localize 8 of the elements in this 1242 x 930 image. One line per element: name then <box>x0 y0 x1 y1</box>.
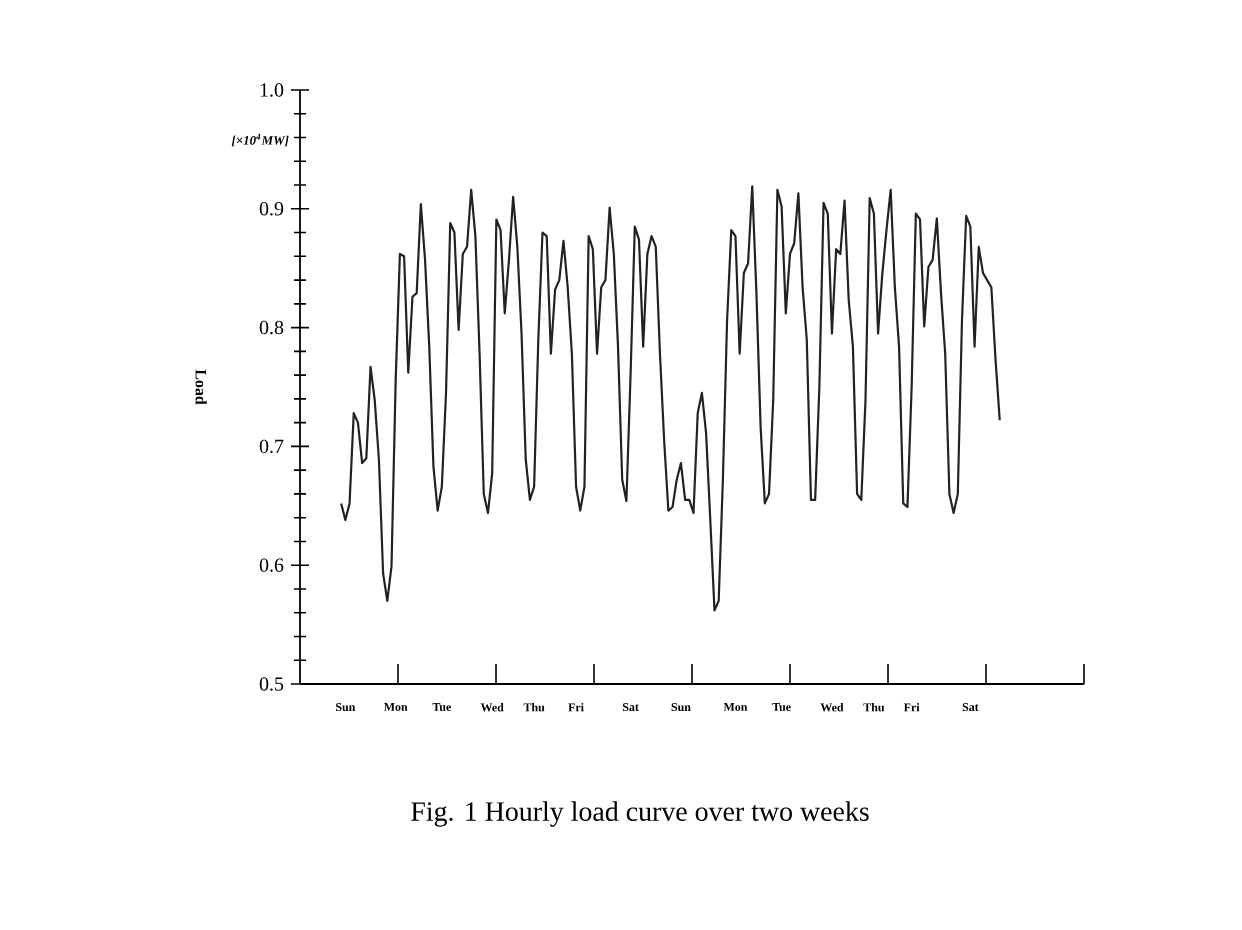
y-tick-label: 0.9 <box>259 202 284 216</box>
y-tick-label: 1.0 <box>260 83 284 97</box>
line-series <box>340 185 1001 612</box>
text: Fig. 1 Hourly load curve over two weeks <box>411 801 869 827</box>
y-tick-label: 0.7 <box>259 439 284 454</box>
y-tick-label: 0.5 <box>259 677 284 691</box>
y-tick-label: 0.8 <box>259 320 284 335</box>
y-tick-label: 0.6 <box>259 558 284 572</box>
